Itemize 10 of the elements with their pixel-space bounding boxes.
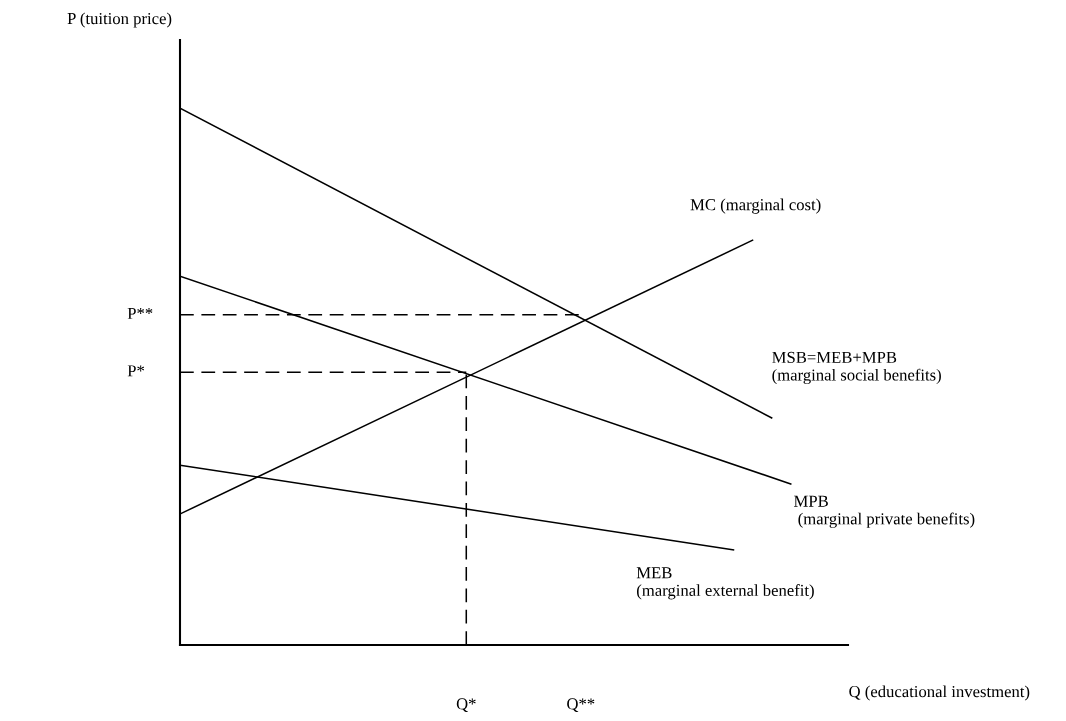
x-axis-title: Q (educational investment) [849, 685, 1030, 701]
x-tick-label: Q* [456, 698, 476, 713]
y-axis-title: P (tuition price) [67, 12, 172, 28]
series-label: P** [127, 307, 153, 319]
x-tick-label: Q** [567, 698, 595, 713]
text: P* [127, 365, 145, 377]
series-label: MPB (marginal private benefits) [794, 495, 975, 528]
series-label: MSB=MEB+MPB (marginal social benefits) [772, 351, 941, 385]
text: MC (marginal cost) [690, 198, 821, 214]
series-label: MEB (marginal external benefit) [636, 567, 814, 600]
